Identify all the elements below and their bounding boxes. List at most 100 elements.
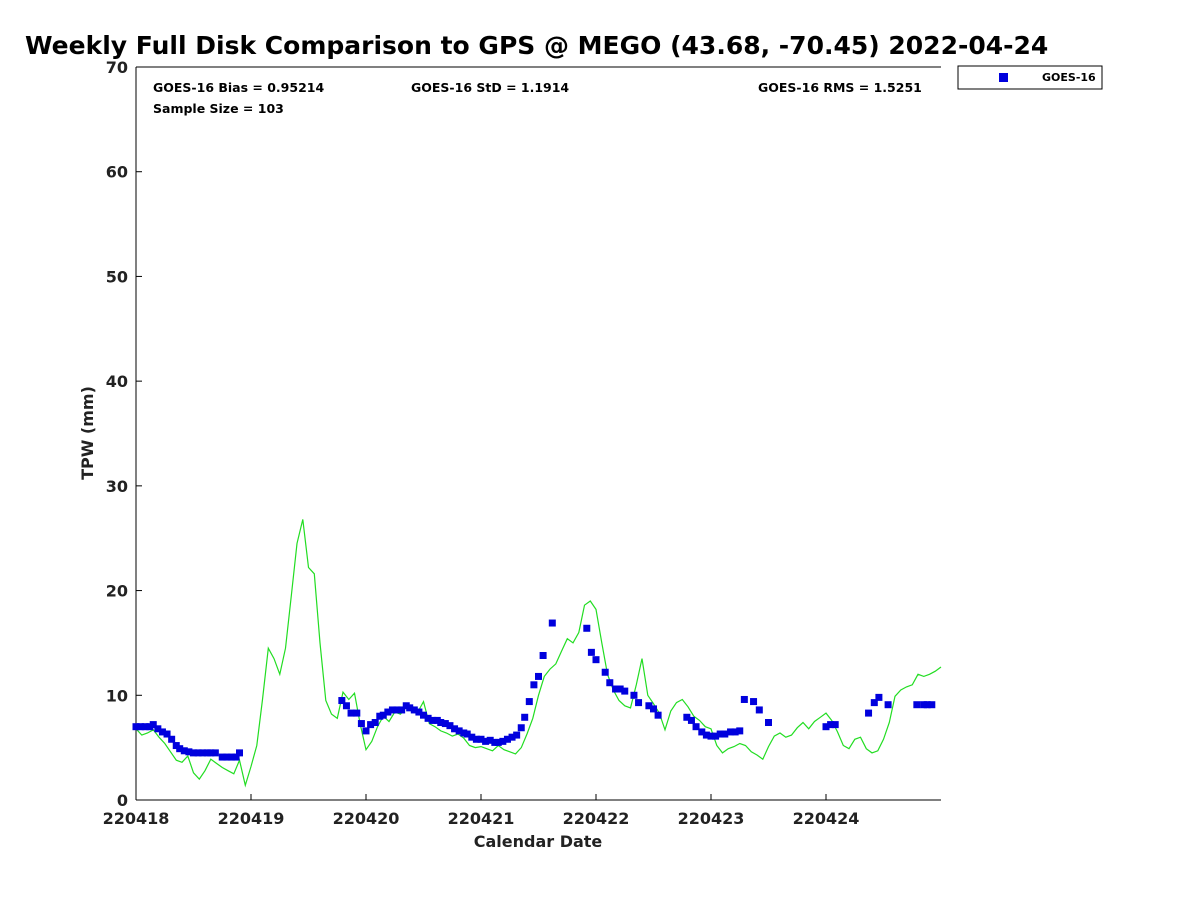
x-tick-label: 220424 (793, 809, 860, 828)
goes16-point (692, 723, 700, 731)
y-tick-label: 60 (106, 163, 128, 182)
gps-series (135, 519, 942, 788)
rms-stat: GOES-16 RMS = 1.5251 (758, 80, 922, 95)
goes16-point (822, 723, 830, 731)
goes16-point (712, 732, 720, 740)
goes16-point (441, 720, 449, 728)
goes16-point (630, 691, 638, 699)
goes16-point (149, 721, 157, 729)
goes16-point (446, 722, 454, 730)
bias-stat: GOES-16 Bias = 0.95214 (153, 80, 324, 95)
goes16-point (141, 723, 149, 731)
goes16-point (683, 713, 691, 721)
goes16-point (592, 656, 600, 664)
goes16-point (517, 724, 525, 732)
goes16-point (755, 706, 763, 714)
sample-size-stat: Sample Size = 103 (153, 101, 284, 116)
legend-marker-goes16 (999, 73, 1008, 82)
plot-frame (136, 67, 941, 800)
goes16-point (765, 719, 772, 727)
goes16-point (477, 735, 485, 743)
goes16-point (583, 624, 591, 632)
goes16-point (232, 753, 240, 761)
goes16-point (176, 745, 184, 753)
goes16-point (612, 685, 620, 693)
goes16-point (870, 699, 878, 707)
goes16-point (137, 723, 145, 731)
goes16-point (384, 708, 392, 716)
y-tick-label: 40 (106, 372, 128, 391)
goes16-point (367, 721, 375, 729)
goes16-point (654, 711, 662, 719)
goes16-point (616, 685, 624, 693)
y-tick-label: 0 (117, 791, 128, 810)
x-axis-label: Calendar Date (474, 832, 603, 851)
goes16-point (463, 730, 471, 738)
goes16-point (645, 702, 653, 710)
goes16-point (227, 753, 235, 761)
goes16-point (388, 706, 396, 714)
goes16-point (884, 701, 892, 709)
goes16-point (827, 721, 835, 729)
goes16-point (513, 731, 521, 739)
goes16-point (865, 709, 873, 717)
goes16-point (420, 711, 427, 719)
y-tick-label: 30 (106, 477, 128, 496)
goes16-point (923, 701, 931, 709)
goes16-series (132, 619, 936, 761)
goes16-point (750, 698, 758, 706)
goes16-point (353, 709, 361, 717)
goes16-point (731, 728, 739, 736)
x-tick-label: 220422 (563, 809, 630, 828)
goes16-point (199, 749, 207, 757)
x-tick-label: 220421 (448, 809, 515, 828)
y-tick-label: 10 (106, 686, 128, 705)
goes16-point (223, 753, 231, 761)
legend-label-goes16: GOES-16 (1042, 71, 1096, 84)
goes16-point (508, 733, 516, 741)
gps-line (135, 519, 942, 788)
y-tick-label: 70 (106, 58, 128, 77)
goes16-point (415, 708, 423, 716)
goes16-point (539, 651, 547, 659)
goes16-point (687, 716, 695, 724)
goes16-point (928, 701, 936, 709)
y-tick-label: 50 (106, 267, 128, 286)
goes16-point (707, 732, 715, 740)
goes16-point (371, 719, 379, 727)
goes16-point (494, 738, 502, 746)
goes16-point (398, 706, 406, 714)
x-tick-label: 220418 (103, 809, 170, 828)
goes16-point (406, 704, 414, 712)
goes16-point (727, 728, 735, 736)
std-stat: GOES-16 StD = 1.1914 (411, 80, 569, 95)
goes16-point (154, 725, 162, 733)
goes16-point (650, 705, 657, 713)
chart-title: Weekly Full Disk Comparison to GPS @ MEG… (25, 31, 1048, 60)
y-tick-label: 20 (106, 582, 128, 601)
goes16-point (185, 748, 193, 756)
goes16-point (168, 735, 176, 743)
goes16-point (721, 730, 729, 738)
goes16-point (621, 687, 629, 695)
y-axis-ticks: 0 10 20 30 40 50 60 70 (106, 58, 142, 810)
goes16-point (521, 713, 529, 721)
goes16-point (716, 730, 724, 738)
goes16-point (207, 749, 215, 757)
goes16-point (410, 706, 418, 714)
goes16-point (635, 699, 643, 707)
goes16-point (437, 719, 445, 727)
goes16-point (194, 749, 202, 757)
goes16-point (158, 728, 166, 736)
goes16-point (503, 735, 511, 743)
goes16-point (236, 749, 243, 757)
goes16-point (190, 749, 197, 757)
x-tick-label: 220423 (678, 809, 745, 828)
goes16-point (379, 711, 387, 719)
goes16-point (698, 728, 706, 736)
goes16-point (357, 720, 365, 728)
goes16-point (535, 672, 542, 680)
goes16-point (736, 727, 744, 735)
goes16-point (587, 648, 595, 656)
